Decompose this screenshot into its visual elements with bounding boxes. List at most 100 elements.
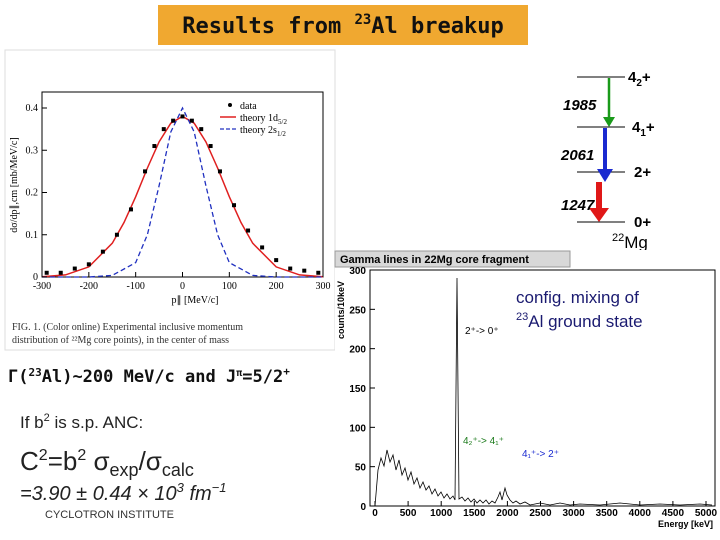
data-point	[58, 270, 63, 275]
note: 23Al ground state	[516, 311, 643, 331]
energy-label: 1247	[561, 197, 595, 214]
energy-label: 2061	[560, 147, 594, 164]
x-tick-label: 2000	[496, 508, 519, 519]
note-sup: 23	[516, 311, 528, 323]
slide-title: Results from 23Al breakup	[182, 12, 504, 39]
note: config. mixing of	[516, 288, 639, 307]
arrowhead	[597, 169, 613, 182]
x-axis-label: p∥ [MeV/c]	[172, 295, 219, 306]
legend-sub: 5/2	[278, 118, 287, 126]
data-point	[288, 266, 293, 271]
x-tick-label: 4500	[662, 508, 685, 519]
title-text: Al breakup	[371, 14, 503, 39]
x-tick-label: -200	[80, 281, 98, 292]
text: =b	[48, 446, 78, 476]
arrowhead	[603, 117, 615, 127]
data-point	[161, 127, 166, 132]
text: C	[20, 446, 39, 476]
sup: 2	[39, 447, 48, 464]
x-tick-label: 300	[316, 281, 331, 292]
text: fm	[184, 483, 212, 505]
result-line: =3.90 ± 0.44 × 103 fm−1	[20, 480, 227, 505]
text: σ	[86, 446, 109, 476]
footer: CYCLOTRON INSTITUTE	[45, 509, 174, 521]
nucleus-sup: 22	[612, 232, 624, 244]
spin-sub: 2	[636, 78, 642, 89]
sup: 23	[28, 366, 41, 379]
x-tick-label: 1000	[430, 508, 453, 519]
arrowhead	[589, 208, 609, 222]
peak-annotation: 4₂⁺-> 4₁⁺	[463, 436, 504, 447]
x-tick-label: 100	[222, 281, 237, 292]
parity: +	[646, 119, 655, 136]
energy-label: 1985	[563, 97, 597, 114]
y-tick-label: 0	[360, 502, 366, 513]
x-tick-label: 3500	[596, 508, 619, 519]
data-point	[274, 258, 279, 263]
legend-text: theory 2s	[240, 125, 277, 136]
theory-curve-2s	[42, 106, 323, 278]
x-tick-label: 5000	[695, 508, 718, 519]
data-point	[217, 169, 222, 174]
x-tick-label: 4000	[629, 508, 652, 519]
y-tick-label: 0.4	[26, 103, 39, 114]
x-tick-label: 3000	[562, 508, 585, 519]
sup: 2	[44, 412, 50, 424]
legend-label: theory 2s1/2	[240, 125, 286, 138]
plot-panel	[4, 49, 336, 351]
legend-label: data	[240, 101, 257, 112]
data-point	[152, 144, 157, 149]
text: Al)~200 MeV/c and J	[42, 367, 236, 387]
data-point	[143, 169, 148, 174]
spin: 4	[628, 69, 637, 86]
data-point	[100, 249, 105, 254]
title-sup: 23	[354, 12, 371, 28]
x-tick-label: 200	[269, 281, 284, 292]
legend-sub: 1/2	[277, 130, 286, 138]
data-point	[302, 268, 307, 273]
peak-annotation: 4₁⁺-> 2⁺	[522, 449, 559, 460]
momentum-plot: data theory 1d5/2 theory 2s1/2 dσ/dp∥,cm…	[4, 49, 336, 351]
x-tick-label: 0	[372, 508, 378, 519]
text: If b	[20, 413, 44, 432]
nucleus-name: Mg	[624, 233, 648, 252]
level-label: 2+	[634, 164, 651, 181]
y-tick-label: 150	[349, 384, 366, 395]
text: is s.p. ANC:	[50, 413, 144, 432]
data-point	[232, 203, 237, 208]
legend-marker	[228, 103, 232, 107]
data-point	[114, 232, 119, 237]
y-tick-label: 0.1	[26, 230, 39, 241]
data-point	[72, 266, 77, 271]
data-point	[171, 118, 176, 123]
legend-label: theory 1d5/2	[240, 113, 287, 126]
x-tick-label: 1500	[463, 508, 486, 519]
caption: FIG. 1. (Color online) Experimental incl…	[12, 322, 243, 333]
y-tick-label: 0	[33, 272, 38, 283]
level-label: 0+	[634, 214, 651, 231]
x-tick-label: 500	[400, 508, 417, 519]
sup: +	[283, 365, 290, 378]
width-line: Γ(23Al)~200 MeV/c and Jπ=5/2+	[8, 365, 290, 387]
sup: 3	[177, 480, 185, 495]
anc-line: If b2 is s.p. ANC:	[20, 412, 143, 432]
spectrum-title: Gamma lines in 22Mg core fragment	[340, 254, 529, 266]
x-tick-label: -100	[126, 281, 144, 292]
data-point	[189, 118, 194, 123]
title-text: Results from	[182, 14, 354, 39]
y-tick-label: 250	[349, 305, 366, 316]
y-tick-label: 0.3	[26, 145, 39, 156]
y-tick-label: 200	[349, 345, 366, 356]
sub: calc	[162, 460, 194, 480]
spectrum-title-bar	[334, 250, 571, 268]
spectrum-panel	[335, 250, 720, 540]
text: /σ	[139, 446, 162, 476]
text: Γ(	[8, 367, 28, 387]
sup: π	[236, 368, 242, 379]
note-text: Al ground state	[528, 312, 642, 331]
legend-text: theory 1d	[240, 113, 278, 124]
level-labels: 1985 2061 1247	[560, 97, 601, 214]
data-point	[316, 270, 321, 275]
level-label: 41+	[632, 119, 655, 139]
